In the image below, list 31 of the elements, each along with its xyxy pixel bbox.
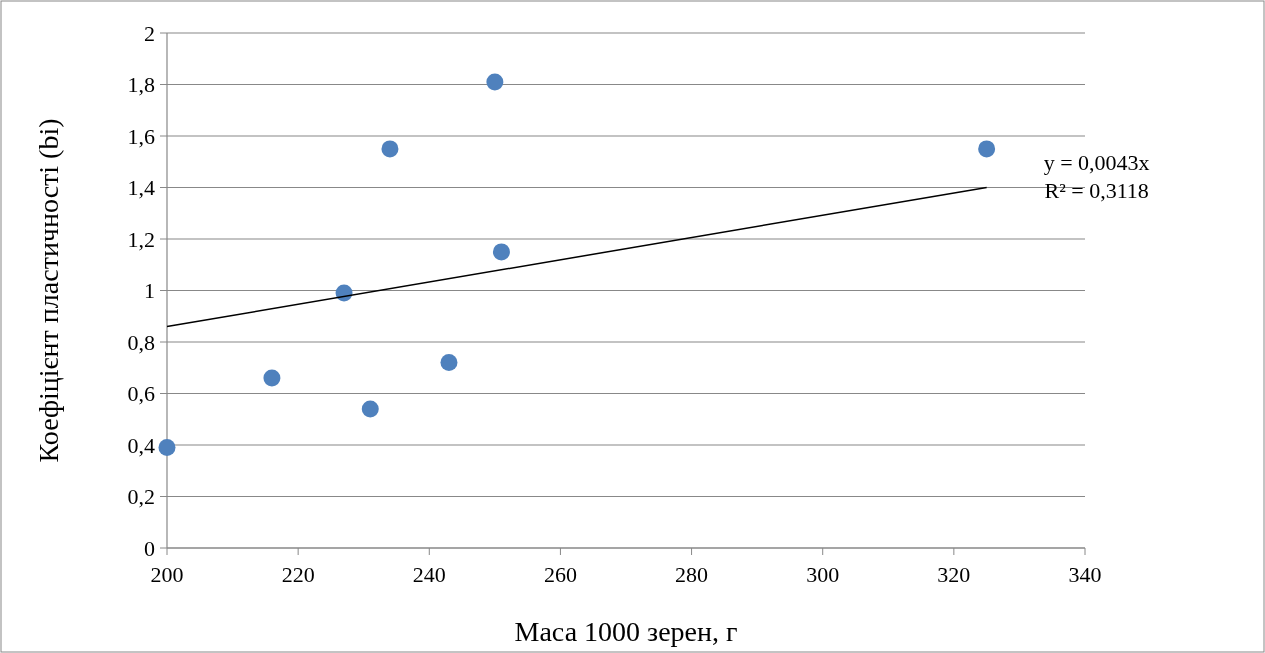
- x-tick-label: 260: [543, 562, 577, 587]
- x-tick-label: 200: [150, 562, 184, 587]
- point: [381, 140, 399, 158]
- point: [440, 354, 458, 372]
- point: [361, 400, 379, 418]
- y-tick-label: 0,4: [127, 432, 155, 458]
- x-tick-label: 280: [675, 562, 709, 587]
- y-tick-label: 1,2: [127, 226, 155, 252]
- y-tick-label: 0: [144, 535, 155, 561]
- y-tick-label: 0,8: [127, 329, 155, 355]
- y-axis-title: Коефіцієнт пластичності (bi): [33, 118, 64, 463]
- x-axis-title: Маса 1000 зерен, г: [514, 616, 738, 647]
- y-tick-label: 1,8: [127, 72, 155, 98]
- x-tick-label: 240: [412, 562, 446, 587]
- y-tick-label: 1: [144, 278, 155, 304]
- annotation: y = 0,0043x: [1043, 149, 1150, 175]
- y-tick-label: 1,4: [127, 175, 155, 201]
- y-tick-label: 0,2: [127, 484, 155, 510]
- point: [158, 439, 176, 457]
- x-tick-label: 340: [1068, 562, 1102, 587]
- y-tick-label: 0,6: [127, 381, 155, 407]
- point: [492, 243, 510, 261]
- x-tick-label: 220: [281, 562, 315, 587]
- annotation: R² = 0,3118: [1044, 177, 1149, 203]
- y-tick-label: 1,6: [127, 123, 155, 149]
- point: [978, 140, 996, 158]
- x-tick-label: 320: [937, 562, 971, 587]
- point: [263, 369, 281, 387]
- y-tick-label: 2: [144, 20, 155, 46]
- x-tick-label: 300: [806, 562, 840, 587]
- point: [486, 73, 504, 91]
